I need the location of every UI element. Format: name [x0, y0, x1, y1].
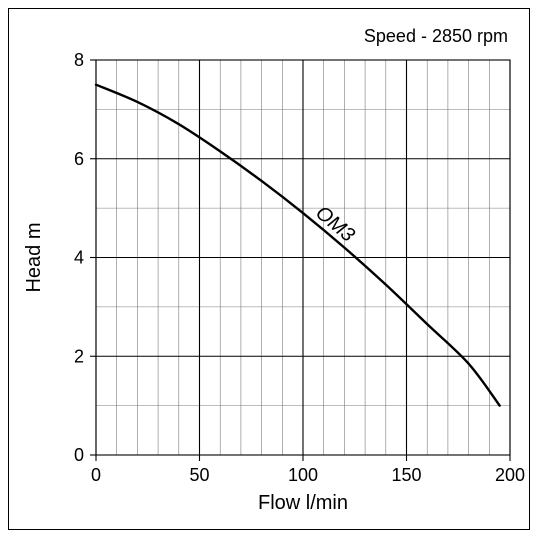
outer-frame: [8, 8, 530, 530]
